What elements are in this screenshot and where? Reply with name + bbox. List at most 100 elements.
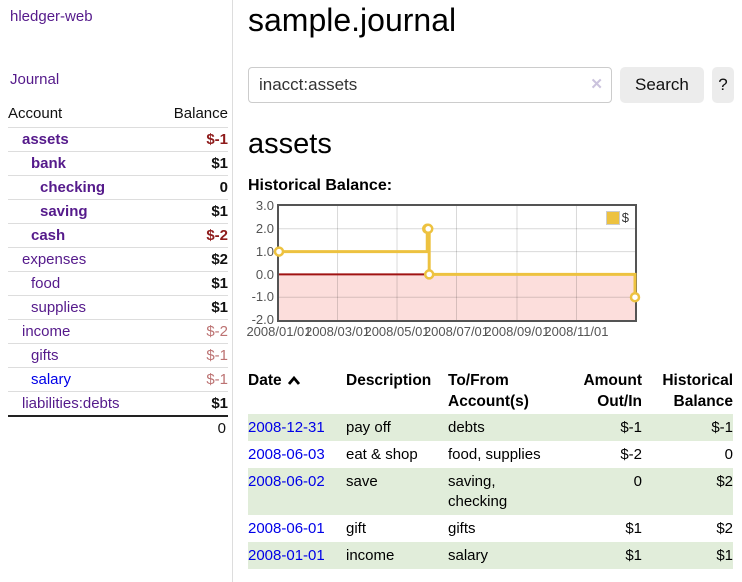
- account-link-salary[interactable]: salary: [31, 371, 72, 388]
- x-axis-tick-label: 2008/11/01: [544, 324, 609, 340]
- description-column-header: Description: [346, 372, 432, 390]
- date-column-header[interactable]: Date: [248, 368, 346, 414]
- account-balance: $1: [118, 271, 228, 296]
- account-row: supplies $1: [8, 295, 228, 320]
- y-axis-tick-label: -2.0: [251, 312, 274, 328]
- register-table: Date Description To/From Account(s) Amou…: [248, 368, 733, 570]
- account-link-checking[interactable]: checking: [40, 179, 106, 196]
- account-balance: $1: [118, 151, 228, 176]
- account-link-assets[interactable]: assets: [22, 131, 69, 148]
- transaction-amount: $1: [625, 547, 642, 565]
- account-row: food $1: [8, 271, 228, 296]
- account-link-saving[interactable]: saving: [40, 203, 88, 220]
- help-button[interactable]: ?: [711, 66, 734, 103]
- account-link-supplies[interactable]: supplies: [31, 299, 87, 316]
- main-panel: sample.journal ✕ Search ? assets Histori…: [246, 0, 734, 570]
- legend-label: $: [621, 210, 629, 226]
- account-row: bank $1: [8, 151, 228, 176]
- transaction-accounts: food, supplies: [448, 446, 541, 464]
- transaction-row: 2008-06-02 save saving, checking 0 $2: [248, 468, 733, 516]
- chart-plot-area: $: [273, 204, 641, 323]
- account-balance: $-1: [118, 367, 228, 392]
- account-balance: $1: [118, 199, 228, 224]
- register-header-row: Date Description To/From Account(s) Amou…: [248, 368, 733, 414]
- transaction-description: gift: [346, 520, 367, 538]
- accounts-column-header: To/From Account(s): [448, 372, 529, 411]
- accounts-total-row: 0: [8, 415, 228, 440]
- transaction-balance: $1: [716, 547, 733, 565]
- transaction-amount: $-2: [620, 446, 642, 464]
- transaction-accounts: gifts: [448, 520, 476, 538]
- account-row: expenses $2: [8, 247, 228, 272]
- transaction-row: 2008-12-31 pay off debts $-1 $-1: [248, 414, 733, 442]
- transaction-balance: 0: [724, 446, 733, 464]
- search-button[interactable]: Search: [620, 66, 704, 103]
- account-column-header: Account: [8, 105, 63, 122]
- accounts-table-header-row: Account Balance: [8, 101, 228, 128]
- account-link-bank[interactable]: bank: [31, 155, 67, 172]
- x-axis-tick-label: 2008/05/01: [364, 324, 430, 340]
- accounts-table-body: assets $-1 bank $1 checking 0 saving $1 cash $-2 e…: [8, 127, 228, 416]
- transaction-balance: $-1: [711, 419, 733, 437]
- balance-column-header: Balance: [173, 105, 228, 122]
- account-link-liabilities:debts[interactable]: liabilities:debts: [22, 395, 120, 412]
- account-link-food[interactable]: food: [31, 275, 61, 292]
- app-title-link[interactable]: hledger-web: [10, 8, 93, 25]
- transaction-balance: $2: [716, 473, 733, 491]
- account-row: assets $-1: [8, 127, 228, 152]
- transaction-date-link[interactable]: 2008-06-03: [248, 446, 325, 464]
- account-link-expenses[interactable]: expenses: [22, 251, 87, 268]
- transaction-amount: $1: [625, 520, 642, 538]
- balance-column-header: Historical Balance: [662, 372, 733, 411]
- account-link-cash[interactable]: cash: [31, 227, 66, 244]
- x-axis-tick-label: 2008/07/01: [423, 324, 490, 340]
- account-balance: $-2: [118, 223, 228, 248]
- transaction-accounts: salary: [448, 547, 489, 565]
- clear-search-icon[interactable]: ✕: [590, 75, 603, 93]
- chart-title: Historical Balance:: [248, 177, 393, 195]
- accounts-table: Account Balance assets $-1 bank $1 checking 0…: [8, 101, 228, 440]
- search-box: ✕: [248, 66, 612, 103]
- account-balance: $1: [118, 391, 228, 416]
- y-axis-tick-label: 0.0: [255, 266, 274, 282]
- account-link-gifts[interactable]: gifts: [31, 347, 59, 364]
- account-row: liabilities:debts $1: [8, 391, 228, 416]
- chart-legend: $: [603, 209, 631, 227]
- transaction-date-link[interactable]: 2008-06-02: [248, 473, 325, 491]
- account-heading: assets: [248, 127, 332, 160]
- account-balance: $-1: [118, 127, 228, 152]
- x-axis-tick-label: 2008/09/01: [484, 324, 550, 340]
- account-row: saving $1: [8, 199, 228, 224]
- account-row: cash $-2: [8, 223, 228, 248]
- account-balance: 0: [118, 175, 228, 200]
- y-axis-tick-label: -1.0: [251, 289, 274, 305]
- transaction-row: 2008-06-01 gift gifts $1 $2: [248, 515, 733, 542]
- transaction-accounts: saving, checking: [448, 473, 508, 511]
- account-row: salary $-1: [8, 367, 228, 392]
- transaction-date-link[interactable]: 2008-12-31: [248, 419, 325, 437]
- account-row: income $-2: [8, 319, 228, 344]
- page-title: sample.journal: [248, 2, 457, 38]
- sidebar-item-journal[interactable]: Journal: [10, 71, 60, 88]
- account-balance: $1: [118, 295, 228, 320]
- transaction-description: eat & shop: [346, 446, 418, 464]
- transaction-row: 2008-01-01 income salary $1 $1: [248, 542, 733, 570]
- account-balance: $-2: [118, 319, 228, 344]
- transaction-description: income: [346, 547, 395, 565]
- transaction-date-link[interactable]: 2008-01-01: [248, 547, 325, 565]
- sort-ascending-icon: [287, 375, 300, 386]
- account-row: gifts $-1: [8, 343, 228, 368]
- sidebar: hledger-web Journal Account Balance asse…: [0, 0, 233, 582]
- legend-swatch: [605, 210, 620, 225]
- account-link-income[interactable]: income: [22, 323, 71, 340]
- transaction-accounts: debts: [448, 419, 485, 437]
- transaction-description: save: [346, 473, 378, 491]
- transaction-amount: 0: [633, 473, 642, 491]
- amount-column-header: Amount Out/In: [583, 372, 642, 411]
- x-axis-tick-label: 2008/03/01: [304, 324, 371, 340]
- search-input[interactable]: [248, 66, 612, 103]
- x-axis-tick-label: 2008/01/01: [246, 324, 312, 340]
- transaction-date-link[interactable]: 2008-06-01: [248, 520, 325, 538]
- y-axis-tick-label: 2.0: [255, 220, 274, 236]
- account-balance: $2: [118, 247, 228, 272]
